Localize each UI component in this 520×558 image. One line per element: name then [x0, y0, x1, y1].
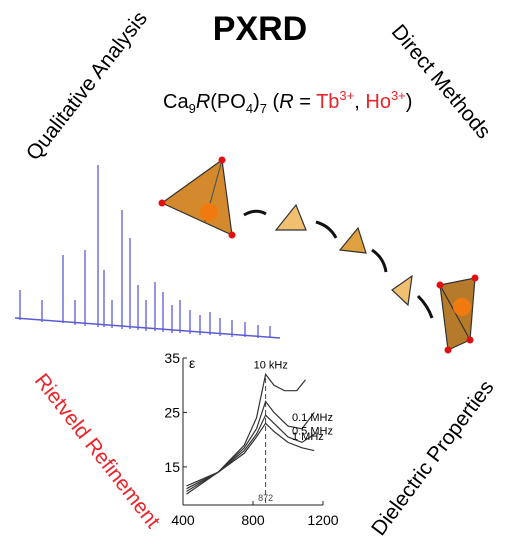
label-rietveld: Rietveld Refinement	[30, 369, 165, 532]
formula-part: 7	[260, 101, 267, 116]
y-tick-label: 25	[164, 404, 180, 420]
tetrahedra	[158, 156, 479, 354]
formula-part: (	[267, 91, 280, 113]
formula-part: (PO	[210, 91, 246, 113]
formula-part: R	[279, 91, 293, 113]
y-axis-label: ε	[189, 355, 195, 371]
formula-part: 9	[189, 101, 196, 116]
curve	[186, 414, 315, 490]
x-tick-label: 1200	[307, 512, 338, 528]
formula-part: Ca	[163, 91, 189, 113]
curve-label: 0.5 MHz	[292, 425, 333, 437]
formula-part: )	[253, 91, 260, 113]
formula: Ca9R(PO4)7 (R = Tb3+, Ho3+)	[163, 88, 412, 116]
curve	[186, 372, 306, 495]
x-tick-label: 400	[171, 512, 195, 528]
y-tick-label: 35	[164, 350, 180, 366]
formula-part: 3+	[339, 88, 354, 103]
formula-part: 4	[246, 101, 253, 116]
y-tick-label: 15	[164, 459, 180, 475]
arrows	[243, 209, 434, 319]
curve-label: 10 kHz	[254, 359, 288, 371]
x-tick-label: 800	[241, 512, 265, 528]
curve-label: 1 MHz	[292, 431, 324, 443]
label-qualitative: Qualitative Analysis	[22, 7, 152, 165]
label-direct: Direct Methods	[387, 20, 495, 143]
formula-part: Ho	[365, 91, 391, 113]
curve-label: 0.1 MHz	[292, 412, 333, 424]
formula-part: Tb	[316, 91, 339, 113]
xrd-pattern	[14, 165, 281, 339]
curve	[186, 422, 315, 487]
formula-part: )	[406, 91, 413, 113]
peak-label: 872	[258, 493, 273, 503]
formula-part: ,	[354, 91, 365, 113]
label-dielectric: Dielectric Properties	[367, 376, 498, 540]
formula-part: R	[196, 91, 210, 113]
formula-part: 3+	[391, 88, 406, 103]
curve	[186, 400, 315, 492]
title: PXRD	[213, 10, 307, 48]
formula-part: =	[294, 91, 316, 113]
